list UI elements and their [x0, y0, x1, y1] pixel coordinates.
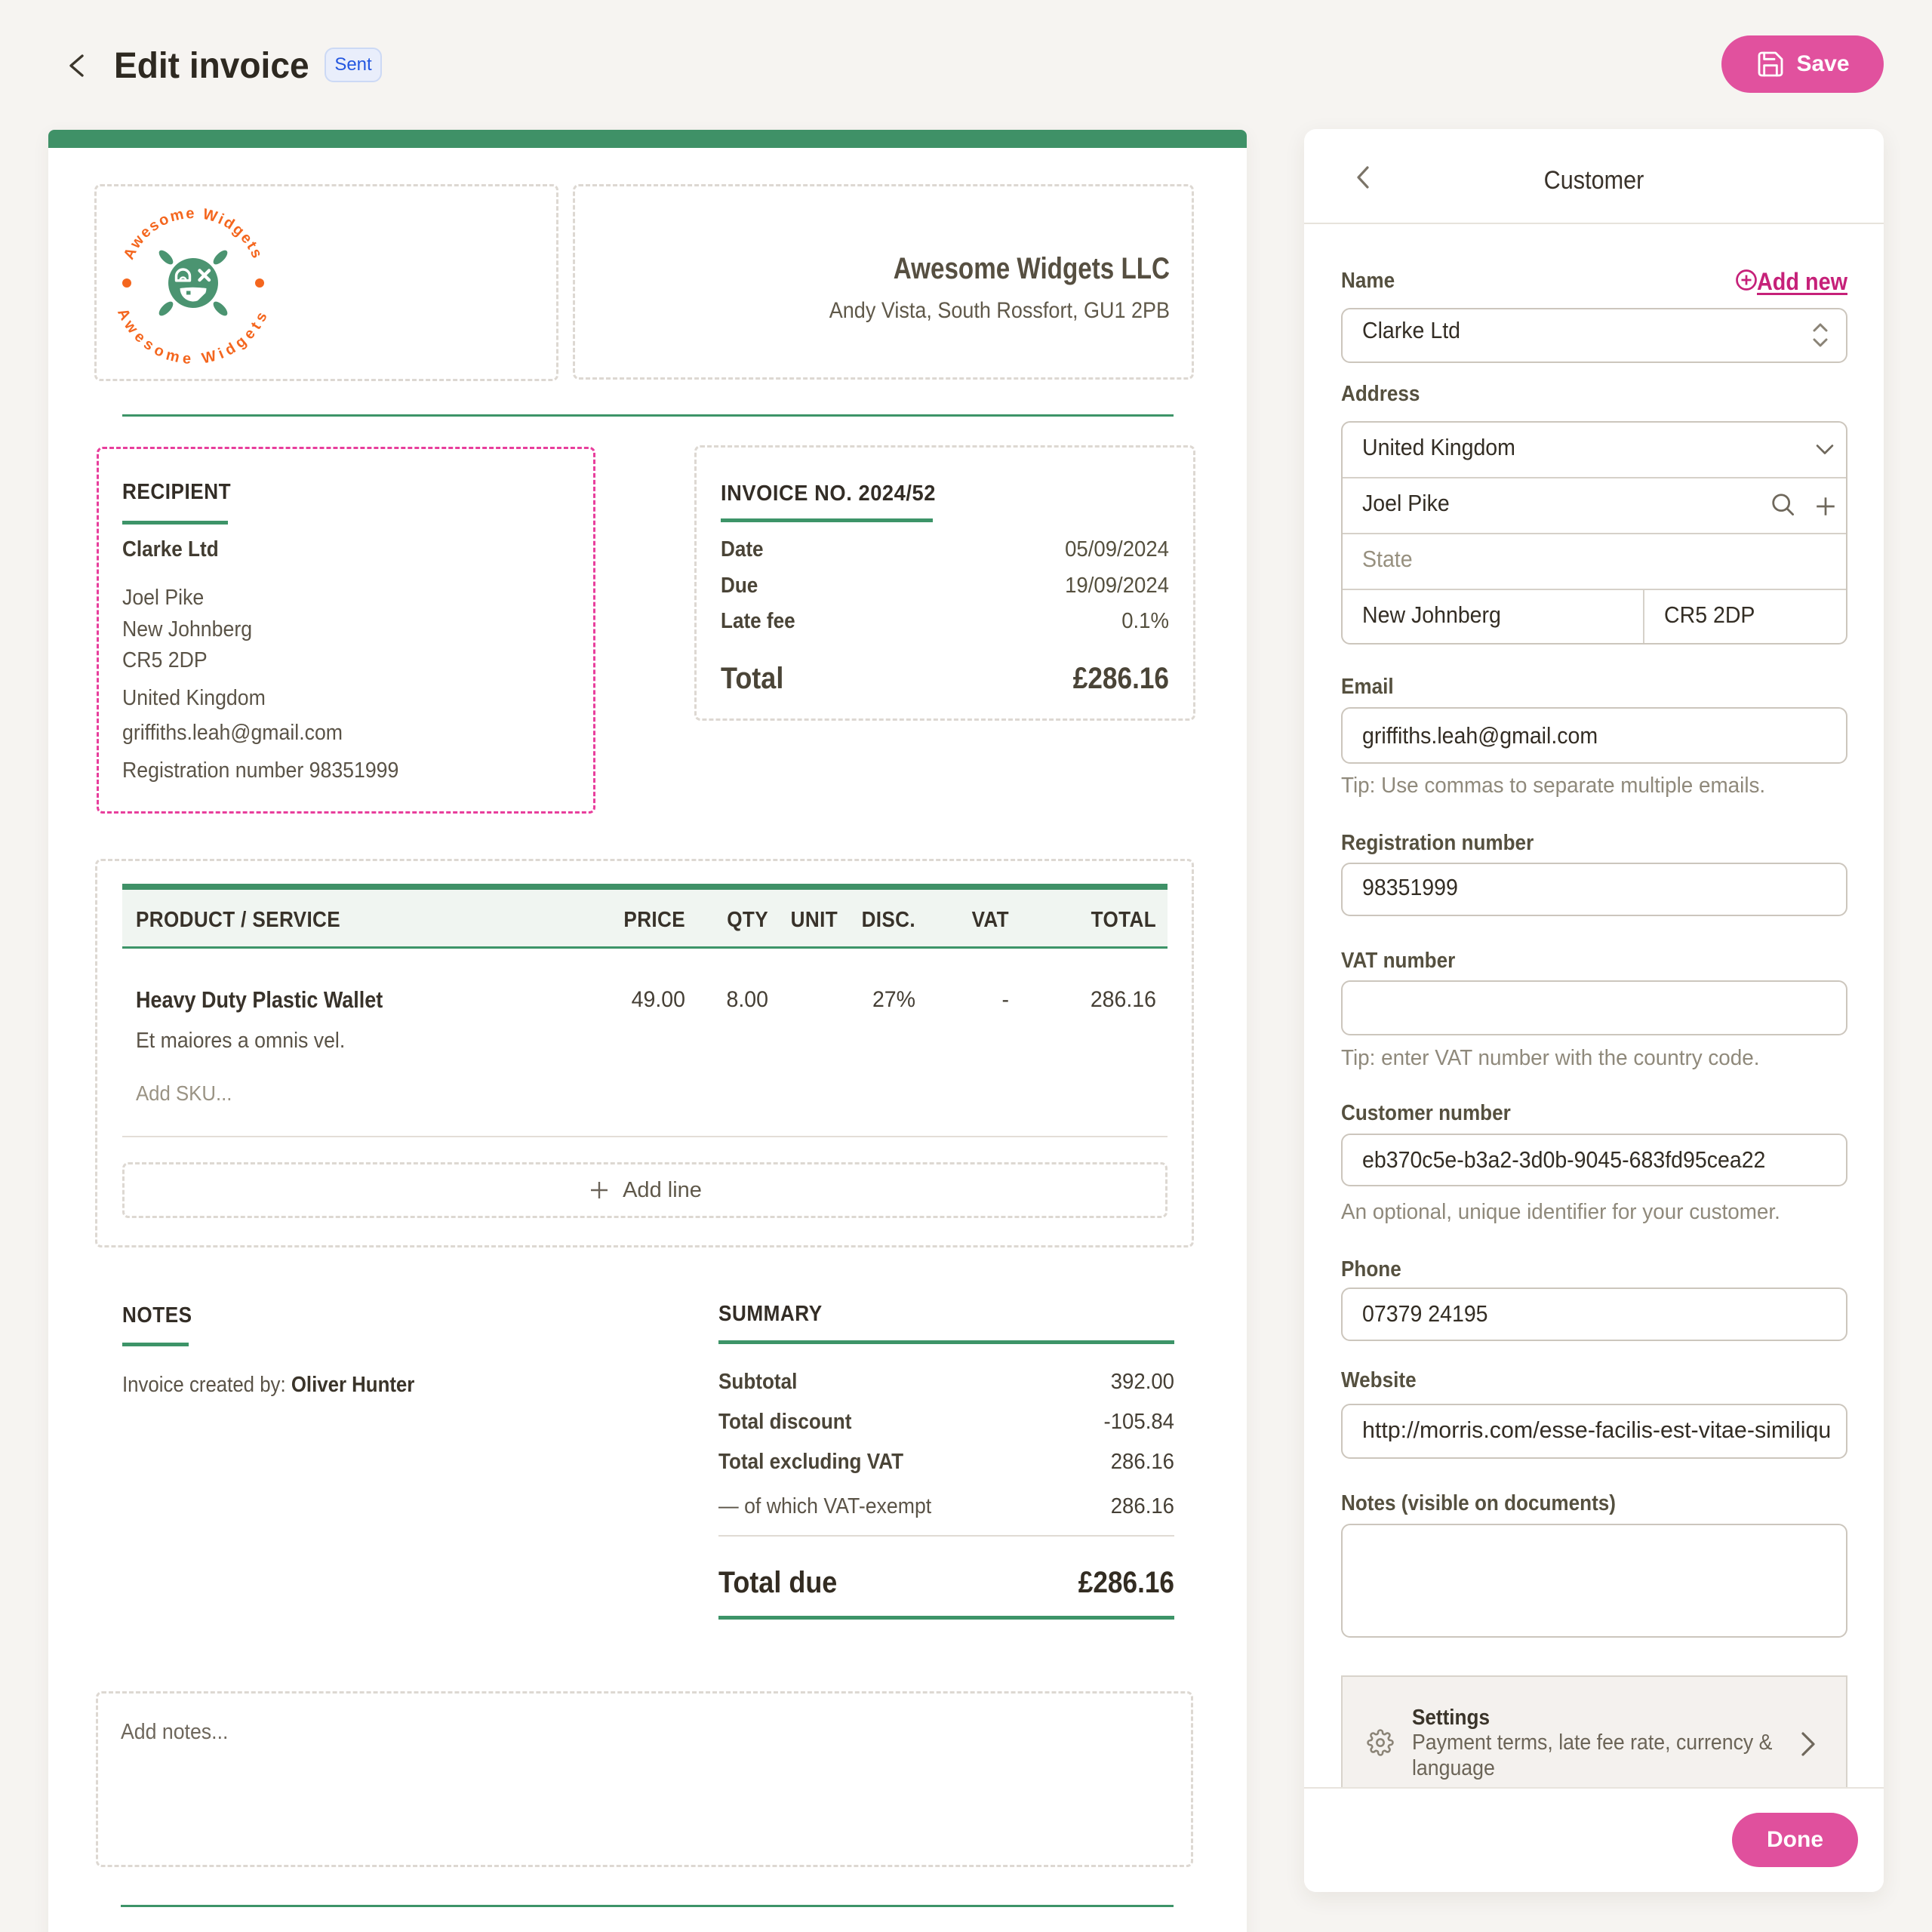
svg-text:Awesome Widgets: Awesome Widgets	[121, 205, 266, 262]
svg-text:Awesome Widgets: Awesome Widgets	[114, 306, 272, 366]
